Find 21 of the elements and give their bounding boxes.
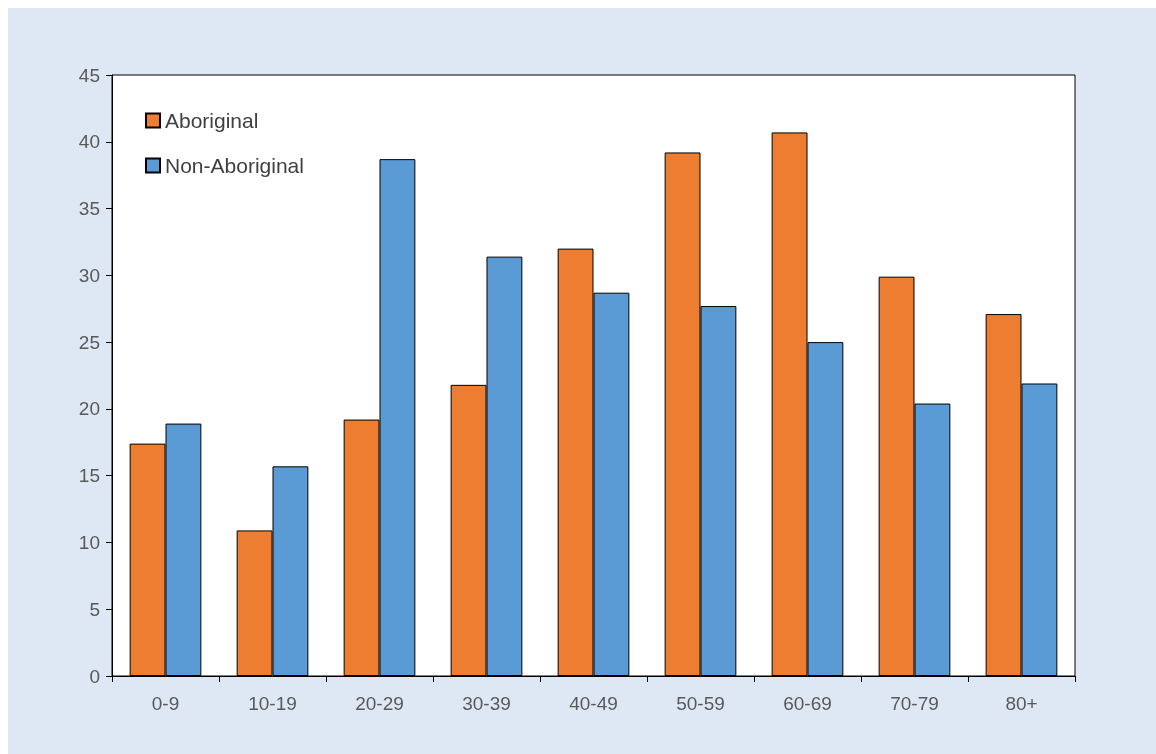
x-tick-label: 30-39: [462, 693, 511, 714]
x-tick-label: 0-9: [151, 693, 180, 714]
y-tick-label: 5: [89, 598, 100, 620]
legend-label: Non-Aboriginal: [165, 154, 304, 177]
y-tick-label: 0: [89, 665, 100, 687]
x-tick-label: 20-29: [355, 693, 404, 714]
x-tick-label: 50-59: [676, 693, 725, 714]
x-tick-label: 60-69: [783, 693, 832, 714]
y-tick-label: 25: [78, 331, 100, 353]
x-tick-label: 10-19: [248, 693, 297, 714]
y-tick-label: 40: [78, 131, 100, 153]
y-tick-label: 20: [78, 398, 100, 420]
x-tick-label: 40-49: [569, 693, 618, 714]
x-tick-label: 80+: [1005, 693, 1038, 714]
y-tick-label: 45: [78, 64, 100, 86]
y-tick-label: 10: [78, 531, 100, 553]
legend-label: Aboriginal: [165, 109, 259, 132]
y-tick-label: 15: [78, 465, 100, 487]
y-tick-label: 35: [78, 198, 100, 220]
y-tick-label: 30: [78, 264, 100, 286]
x-tick-label: 70-79: [890, 693, 939, 714]
